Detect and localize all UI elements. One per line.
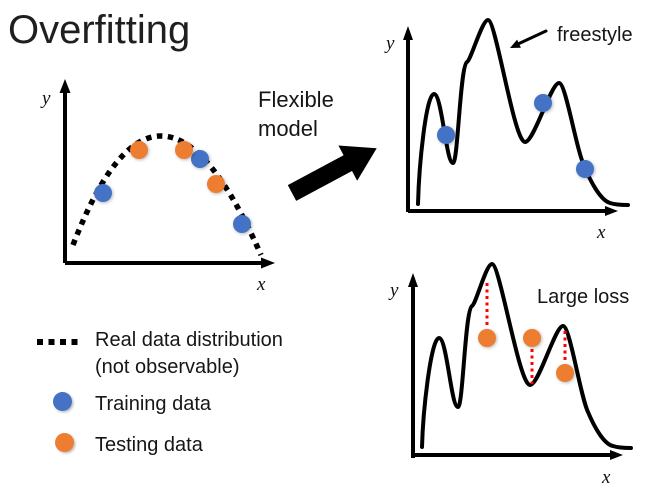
page-title: Overfitting [8,8,191,52]
top-right-x-axis-label: x [596,222,606,243]
top-right-plot: freestyle y x [384,18,633,243]
large-loss-annotation: Large loss [537,286,629,308]
training-point [576,160,594,178]
training-point [94,184,112,202]
testing-point [130,141,148,159]
bottom-right-plot: Large loss y x [388,262,633,488]
training-point [437,126,455,144]
left-plot-y-axis-label: y [40,88,51,109]
freestyle-pointer-line [516,29,548,46]
left-plot: y x [40,79,275,295]
training-point [233,215,251,233]
testing-point [523,329,541,347]
flexible-model-arrow [287,145,377,201]
bottom-right-x-axis-label: x [601,467,611,488]
block-arrow-icon [287,145,377,201]
legend-real-distribution-label: Real data distribution (not observable) [95,327,283,381]
legend-real-distribution-swatch [37,339,82,345]
legend-real-distribution-line2: (not observable) [95,356,240,378]
flexible-fit-curve [416,18,630,207]
testing-point [556,364,574,382]
freestyle-pointer-arrowhead [510,39,521,48]
legend-real-distribution-line1: Real data distribution [95,329,283,351]
left-plot-x-axis-label: x [256,274,266,295]
testing-point [175,141,193,159]
flexible-model-label: Flexible model [258,85,334,143]
training-point [534,94,552,112]
bottom-right-x-axis-arrowhead [610,450,623,460]
legend-testing-label: Testing data [95,434,203,456]
flexible-model-label-line1: Flexible [258,87,334,112]
testing-point [478,329,496,347]
flexible-fit-curve-loss [420,262,633,450]
top-right-y-axis-arrowhead [403,26,413,40]
flexible-model-label-line2: model [258,116,318,141]
bottom-right-y-axis-label: y [388,280,399,301]
freestyle-annotation: freestyle [557,24,633,46]
training-point [191,150,209,168]
legend-training-label: Training data [95,393,211,415]
left-plot-x-axis-arrowhead [261,257,275,269]
left-plot-y-axis-arrowhead [59,79,71,93]
top-right-y-axis-label: y [384,33,395,54]
testing-point [207,175,225,193]
training-data-dot-icon [53,392,72,411]
bottom-right-y-axis-arrowhead [408,273,418,287]
top-right-x-axis-arrowhead [605,206,618,216]
testing-data-dot-icon [55,433,74,452]
